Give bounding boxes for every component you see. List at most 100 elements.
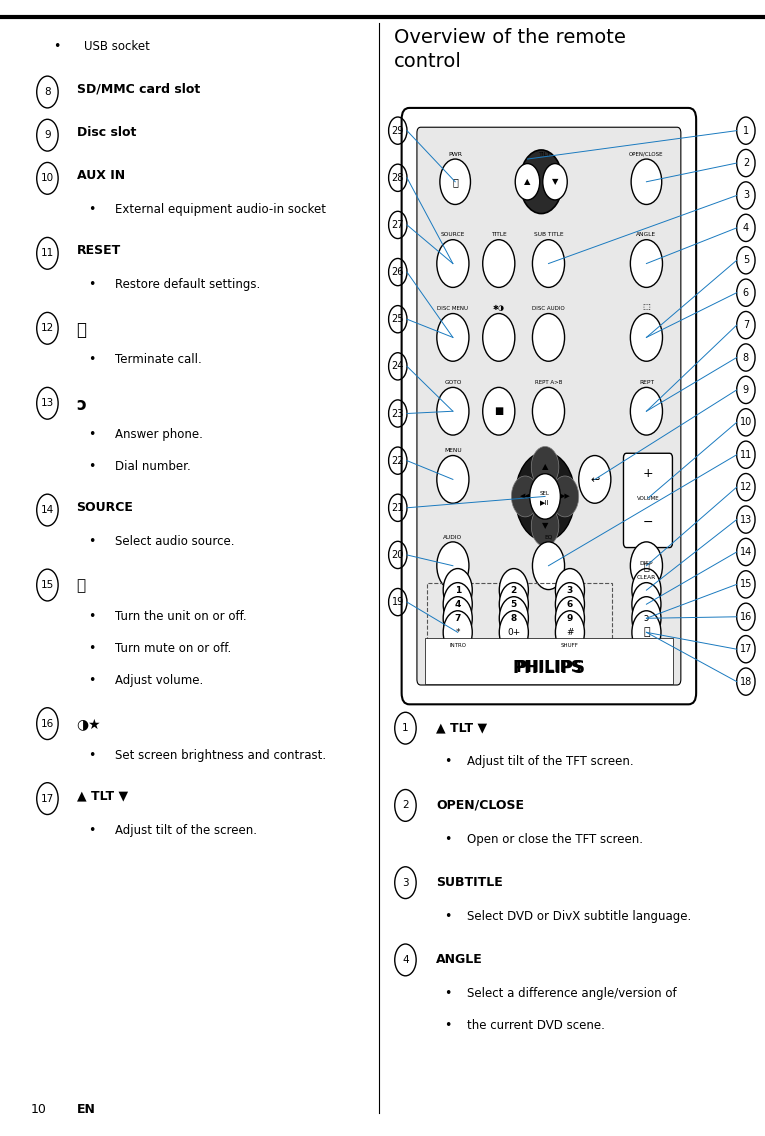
Text: ⌒: ⌒ (76, 321, 86, 340)
Text: ⏻: ⏻ (76, 578, 86, 593)
Text: 16: 16 (740, 612, 752, 621)
Circle shape (443, 596, 472, 640)
Text: 11: 11 (41, 249, 54, 258)
Text: ⌒: ⌒ (643, 627, 649, 637)
Text: ◀◀: ◀◀ (519, 493, 531, 500)
Text: 3: 3 (567, 586, 573, 594)
Text: Answer phone.: Answer phone. (115, 428, 203, 441)
Text: •: • (88, 749, 96, 761)
Text: ↄ: ↄ (76, 396, 86, 415)
Text: •: • (444, 987, 451, 1000)
Text: 12: 12 (41, 324, 54, 333)
Text: 9: 9 (44, 131, 50, 140)
Text: SOURCE: SOURCE (441, 233, 465, 237)
Text: 2: 2 (511, 586, 517, 594)
Text: •: • (54, 40, 61, 52)
Text: 6: 6 (567, 600, 573, 609)
Text: 12: 12 (740, 482, 752, 492)
Circle shape (440, 159, 470, 204)
Text: 4: 4 (402, 955, 409, 964)
FancyBboxPatch shape (402, 108, 696, 704)
Text: 15: 15 (740, 579, 752, 590)
Circle shape (515, 452, 575, 541)
Text: the current DVD scene.: the current DVD scene. (467, 1019, 604, 1031)
Text: •: • (88, 278, 96, 291)
Text: −: − (643, 516, 653, 529)
Circle shape (630, 387, 662, 435)
Text: 24: 24 (392, 361, 404, 371)
Circle shape (543, 164, 568, 200)
Text: TITLE: TITLE (491, 233, 506, 237)
Text: •: • (444, 833, 451, 845)
Text: 5: 5 (511, 600, 517, 609)
Circle shape (632, 611, 661, 654)
Text: 13: 13 (41, 399, 54, 408)
Text: ANGLE: ANGLE (636, 233, 656, 237)
Circle shape (555, 583, 584, 626)
Circle shape (578, 456, 611, 503)
Text: Restore default settings.: Restore default settings. (115, 278, 260, 291)
Circle shape (630, 314, 662, 361)
Text: REPT: REPT (639, 381, 654, 385)
Text: 19: 19 (392, 598, 404, 607)
Circle shape (500, 611, 529, 654)
Text: Turn mute on or off.: Turn mute on or off. (115, 642, 231, 654)
Circle shape (515, 164, 539, 200)
Text: ▼: ▼ (542, 521, 549, 531)
Text: 17: 17 (740, 644, 752, 654)
Circle shape (437, 314, 469, 361)
Text: RESET: RESET (76, 244, 121, 257)
Text: 22: 22 (392, 456, 404, 466)
Text: DISC AUDIO: DISC AUDIO (532, 307, 565, 311)
Circle shape (632, 583, 661, 626)
Circle shape (555, 569, 584, 612)
Text: 11: 11 (740, 450, 752, 460)
Text: Adjust tilt of the screen.: Adjust tilt of the screen. (115, 824, 257, 836)
Text: 5: 5 (743, 256, 749, 266)
Text: 16: 16 (41, 719, 54, 728)
Text: •: • (88, 428, 96, 441)
Text: •: • (88, 535, 96, 548)
Circle shape (532, 314, 565, 361)
Text: •: • (444, 1019, 451, 1031)
Text: ANGLE: ANGLE (436, 953, 483, 966)
Text: 25: 25 (392, 315, 404, 324)
Text: REPT A>B: REPT A>B (535, 381, 562, 385)
Text: 29: 29 (392, 126, 404, 135)
Circle shape (531, 446, 558, 487)
Text: MENU: MENU (444, 449, 462, 453)
Circle shape (631, 159, 662, 204)
Text: •: • (444, 755, 451, 768)
Text: 6: 6 (743, 287, 749, 298)
Bar (427, 583, 612, 642)
Text: 10: 10 (740, 417, 752, 427)
FancyBboxPatch shape (417, 127, 681, 685)
Text: 1: 1 (743, 126, 749, 135)
Text: PWR: PWR (448, 152, 462, 157)
Circle shape (443, 569, 472, 612)
Text: SOURCE: SOURCE (76, 501, 133, 513)
Text: 13: 13 (740, 515, 752, 525)
Text: 17: 17 (41, 794, 54, 803)
Text: ▲ TLT ▼: ▲ TLT ▼ (76, 790, 128, 802)
Circle shape (443, 583, 472, 626)
Text: Disc slot: Disc slot (76, 126, 136, 139)
Text: •: • (88, 674, 96, 686)
Text: 3: 3 (402, 878, 409, 887)
Text: ↄ: ↄ (643, 613, 649, 624)
Text: 27: 27 (392, 220, 404, 229)
Text: 0+: 0+ (507, 628, 520, 637)
Circle shape (532, 542, 565, 590)
Text: 14: 14 (740, 546, 752, 557)
Circle shape (532, 240, 565, 287)
Text: Adjust tilt of the TFT screen.: Adjust tilt of the TFT screen. (467, 755, 633, 768)
Text: 2: 2 (402, 801, 409, 810)
Circle shape (630, 240, 662, 287)
Text: EQ: EQ (545, 535, 552, 540)
FancyBboxPatch shape (623, 453, 672, 548)
Text: VOLUME: VOLUME (636, 495, 659, 501)
Text: 7: 7 (454, 613, 461, 623)
Text: 9: 9 (567, 613, 573, 623)
Text: *: * (455, 628, 460, 637)
Circle shape (632, 596, 661, 640)
